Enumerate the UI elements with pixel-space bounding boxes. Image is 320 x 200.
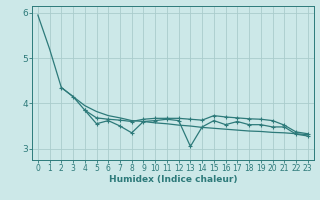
X-axis label: Humidex (Indice chaleur): Humidex (Indice chaleur) [108,175,237,184]
